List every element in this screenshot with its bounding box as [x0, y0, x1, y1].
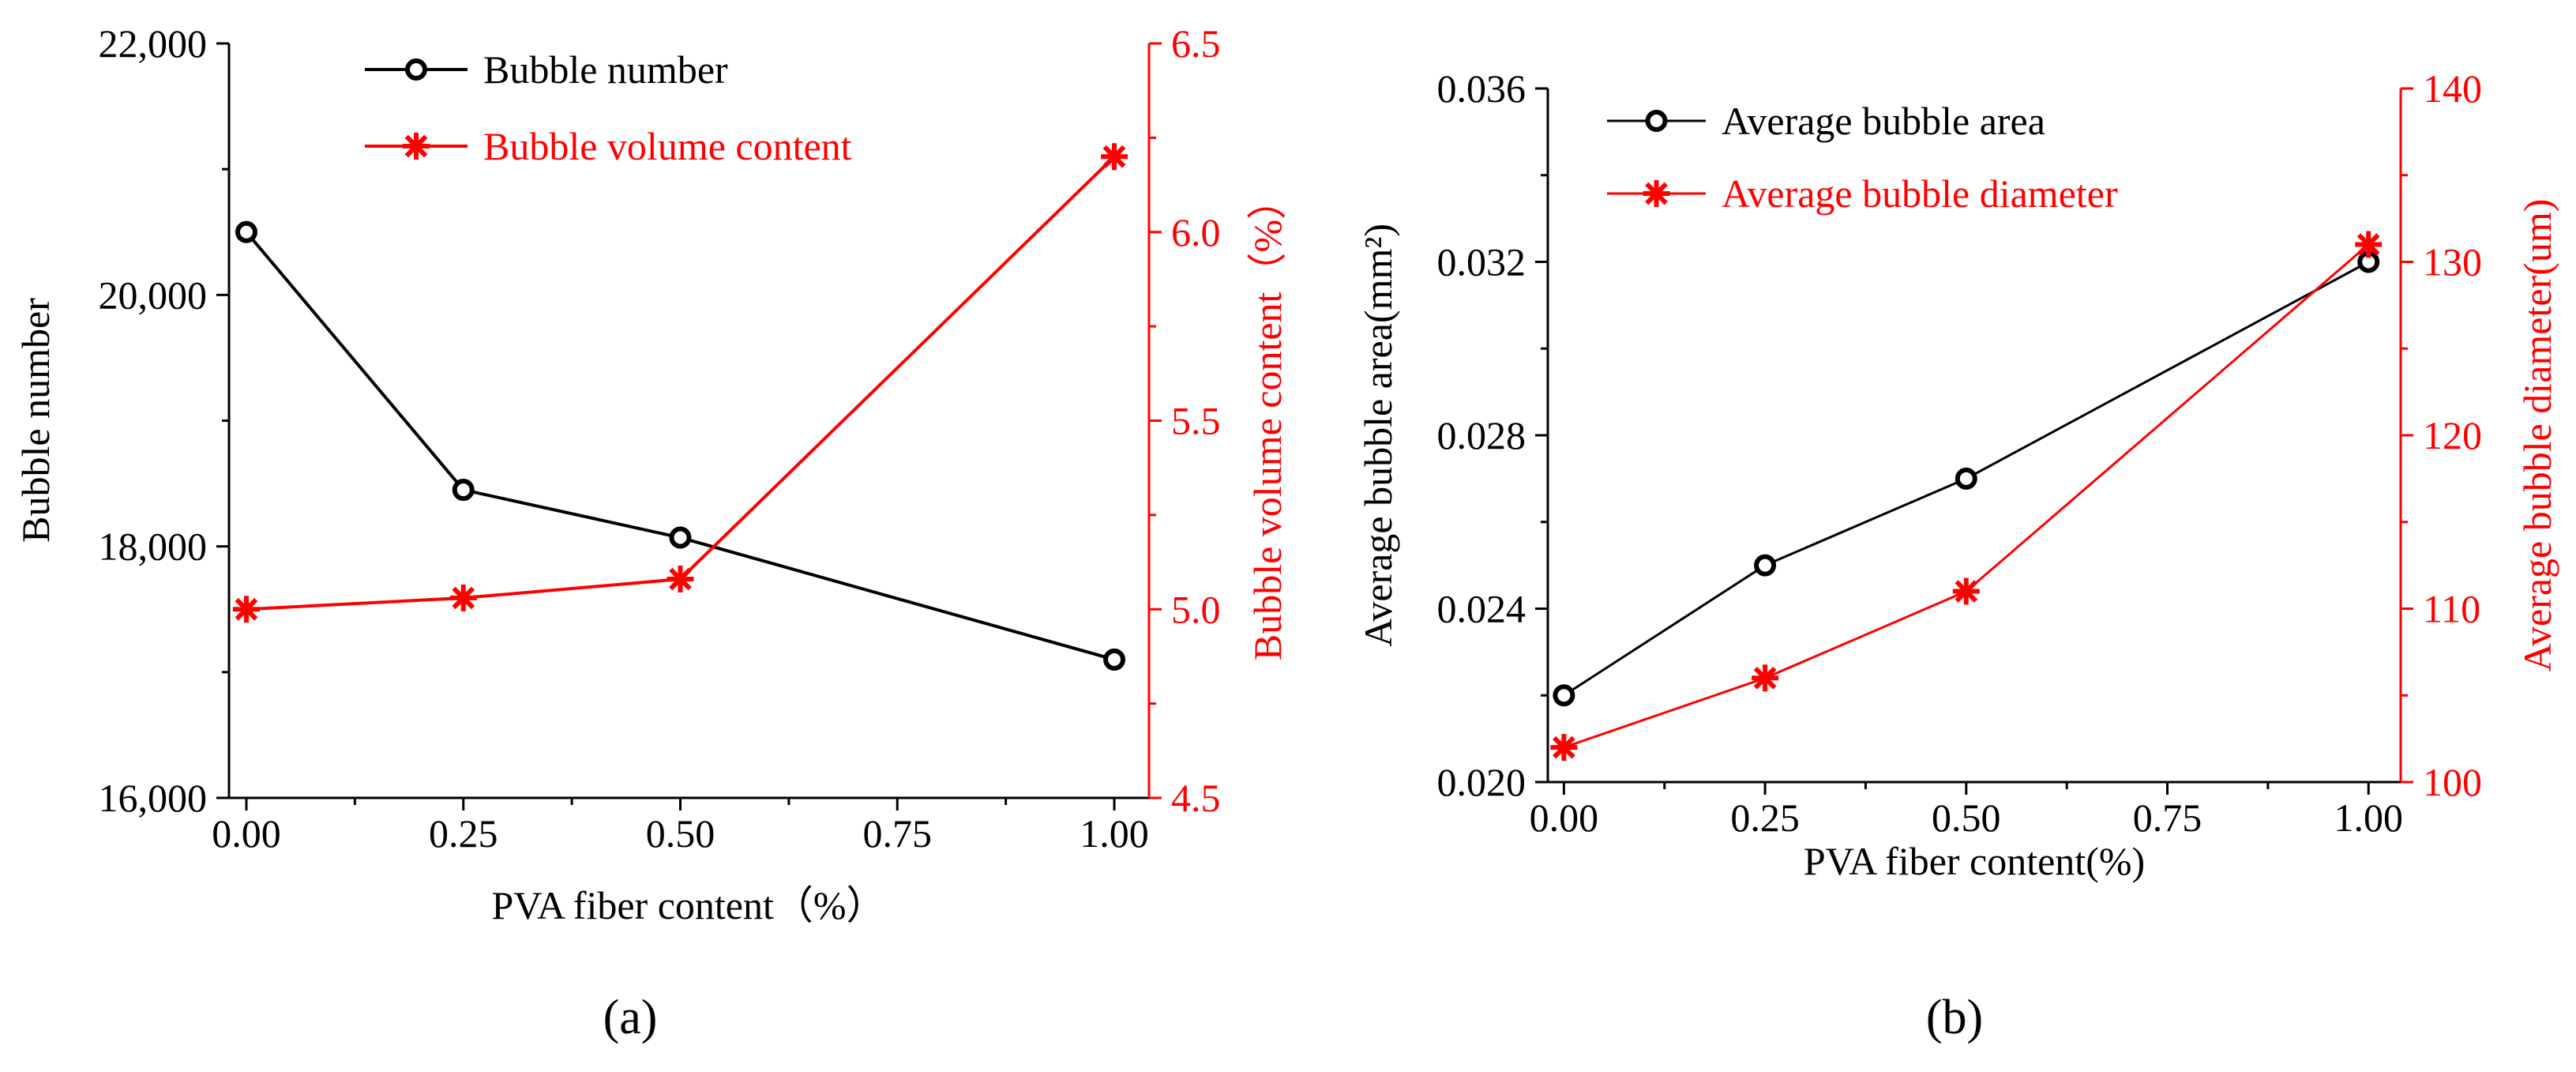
- chart-panel-a: 0.00 0.25 0.50 0.75 1.00 16,000 18,000 20,000 22…: [13, 21, 1290, 1044]
- legend-label: Bubble volume content: [483, 124, 852, 168]
- x-tick-label: 0.75: [863, 811, 933, 856]
- star-marker-stroke: [235, 597, 258, 621]
- x-tick-label: 0.75: [2133, 796, 2202, 840]
- data-point-1: [1752, 664, 1779, 692]
- data-point-0: [1103, 648, 1126, 671]
- right-y-axis-label: Bubble volume content（%）: [1245, 180, 1290, 660]
- series-line-1: [1563, 243, 2370, 749]
- x-tick-label: 0.25: [1730, 796, 1800, 840]
- x-tick-label: 0.50: [1932, 796, 2001, 840]
- star-marker-stroke: [1955, 580, 1978, 603]
- left-y-tick-label: 0.032: [1437, 240, 1526, 284]
- data-point-1: [667, 566, 694, 593]
- star-marker-stroke: [1645, 182, 1668, 205]
- right-y-tick-label: 100: [2423, 760, 2482, 804]
- left-y-tick-label: 0.036: [1437, 66, 1526, 111]
- left-y-axis-label: Average bubble area(mm²): [1356, 224, 1400, 647]
- legend-marker: [405, 58, 427, 81]
- x-axis-label: PVA fiber content(%): [1804, 839, 2145, 883]
- left-y-tick-label: 20,000: [99, 273, 208, 317]
- right-y-tick-label: 6.0: [1171, 210, 1221, 254]
- data-point-1: [1101, 143, 1128, 171]
- data-point-1: [449, 584, 477, 611]
- right-y-tick-label: 6.5: [1171, 21, 1221, 66]
- star-marker-stroke: [1102, 145, 1126, 168]
- left-y-tick-label: 22,000: [99, 21, 208, 66]
- x-tick-label: 0.50: [646, 811, 715, 856]
- star-marker-stroke: [2356, 233, 2380, 256]
- left-y-tick-label: 0.020: [1437, 760, 1526, 804]
- right-y-tick-label: 130: [2423, 240, 2482, 284]
- right-y-tick-label: 4.5: [1171, 776, 1221, 820]
- right-y-tick-label: 5.5: [1171, 399, 1221, 443]
- series-line-0: [1563, 261, 2369, 697]
- data-point-0: [1754, 554, 1777, 577]
- star-marker-stroke: [404, 134, 428, 158]
- data-point-1: [2355, 231, 2383, 258]
- series-line-1: [246, 155, 1116, 611]
- x-axis-label: PVA fiber content（%）: [491, 883, 885, 927]
- right-y-tick-label: 140: [2423, 66, 2482, 111]
- legend-marker: [1645, 110, 1668, 132]
- star-marker-stroke: [669, 567, 692, 591]
- star-marker-stroke: [1753, 666, 1777, 690]
- series-line-0: [245, 231, 1115, 661]
- panel-label: (a): [603, 991, 658, 1044]
- right-y-tick-label: 5.0: [1171, 587, 1221, 631]
- right-y-tick-label: 120: [2423, 413, 2482, 457]
- x-tick-label: 0.00: [212, 811, 281, 856]
- chart-panel-b: 0.00 0.25 0.50 0.75 1.00 0.020 0.024 0.028 0.032…: [1356, 66, 2559, 1044]
- data-point-1: [1952, 577, 1980, 605]
- x-tick-label: 1.00: [2334, 796, 2403, 840]
- legend-marker: [403, 133, 430, 160]
- data-point-0: [235, 220, 257, 243]
- star-marker-stroke: [1553, 735, 1575, 759]
- x-tick-label: 1.00: [1080, 811, 1149, 856]
- right-y-axis-label: Average bubble diameter(um): [2515, 199, 2559, 672]
- legend-label: Average bubble area: [1722, 99, 2045, 143]
- left-y-tick-label: 18,000: [99, 525, 208, 569]
- legend-label: Average bubble diameter: [1722, 171, 2118, 216]
- left-y-tick-label: 0.024: [1437, 587, 1526, 631]
- right-y-tick-label: 110: [2423, 587, 2480, 631]
- x-tick-label: 0.25: [429, 811, 498, 856]
- left-y-axis-label: Bubble number: [13, 298, 58, 543]
- left-y-tick-label: 0.028: [1437, 413, 1526, 457]
- data-point-0: [1955, 467, 1977, 490]
- x-tick-label: 0.00: [1530, 796, 1599, 840]
- data-point-1: [232, 596, 260, 623]
- data-point-0: [1553, 684, 1575, 707]
- data-point-0: [452, 479, 475, 502]
- data-point-0: [669, 526, 692, 549]
- star-marker-stroke: [452, 586, 475, 610]
- legend-label: Bubble number: [483, 47, 728, 92]
- panel-label: (b): [1926, 991, 1983, 1044]
- left-y-tick-label: 16,000: [99, 776, 208, 820]
- legend-marker: [1643, 180, 1670, 207]
- data-point-1: [1550, 734, 1578, 762]
